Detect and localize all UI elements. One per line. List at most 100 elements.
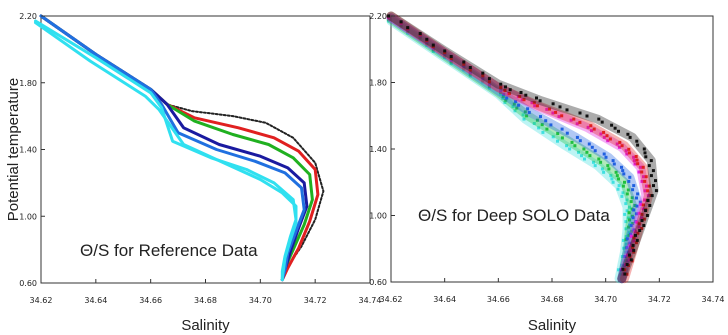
- data-point: [387, 16, 391, 20]
- data-point: [551, 102, 555, 106]
- data-point: [640, 219, 644, 222]
- data-point: [512, 102, 516, 106]
- x-tick-label: 34.62: [30, 296, 53, 305]
- data-point: [608, 137, 612, 141]
- data-point: [646, 189, 650, 193]
- data-point: [487, 77, 491, 81]
- data-point: [558, 105, 562, 109]
- panel-annotation: Θ/S for Deep SOLO Data: [418, 206, 610, 225]
- data-point: [583, 157, 586, 161]
- data-point: [624, 235, 628, 239]
- data-point: [623, 180, 626, 184]
- data-point: [640, 212, 644, 216]
- data-point: [443, 51, 447, 55]
- data-point: [557, 115, 561, 119]
- data-point: [627, 231, 631, 235]
- data-point: [622, 172, 626, 176]
- data-point: [641, 207, 645, 211]
- data-point: [602, 130, 606, 134]
- data-point: [462, 60, 466, 64]
- data-point: [639, 165, 642, 169]
- data-point: [487, 84, 491, 88]
- data-point: [637, 211, 641, 215]
- data-point: [649, 159, 653, 163]
- data-point: [505, 96, 509, 100]
- data-point: [532, 122, 536, 125]
- data-point: [635, 238, 639, 242]
- data-point: [647, 184, 651, 188]
- data-point: [632, 228, 636, 232]
- data-point: [610, 177, 614, 181]
- data-point: [449, 55, 453, 58]
- data-point: [554, 110, 558, 114]
- data-point: [582, 147, 586, 151]
- data-point: [524, 93, 528, 97]
- x-axis-title: Salinity: [181, 317, 230, 334]
- data-point: [597, 157, 601, 161]
- data-point: [642, 175, 645, 179]
- data-point: [443, 56, 447, 60]
- data-point: [620, 165, 623, 169]
- data-point: [631, 216, 635, 220]
- data-point: [481, 77, 485, 81]
- x-tick-label: 34.74: [359, 296, 382, 305]
- data-point: [532, 101, 536, 105]
- x-tick-label: 34.70: [249, 296, 272, 305]
- data-point: [627, 211, 631, 215]
- data-point: [504, 85, 507, 89]
- data-point: [629, 258, 633, 262]
- data-point: [560, 127, 564, 131]
- data-point: [549, 123, 553, 127]
- data-point: [635, 158, 639, 162]
- data-point: [609, 174, 613, 178]
- data-point: [637, 170, 641, 174]
- data-point: [590, 129, 593, 133]
- data-point: [632, 159, 636, 163]
- data-point: [634, 233, 637, 237]
- data-point: [623, 272, 627, 276]
- data-point: [548, 107, 551, 111]
- data-point: [643, 198, 647, 202]
- data-point: [652, 184, 655, 188]
- data-point: [418, 36, 422, 40]
- data-point: [638, 200, 642, 204]
- data-point: [499, 92, 503, 96]
- data-point: [620, 263, 624, 267]
- data-point: [487, 80, 491, 84]
- data-point: [468, 74, 472, 78]
- data-point: [631, 245, 635, 249]
- data-point: [518, 95, 522, 99]
- data-point: [643, 151, 647, 155]
- data-point: [634, 212, 638, 216]
- data-point: [628, 135, 632, 139]
- data-point: [462, 62, 466, 66]
- data-point: [617, 145, 621, 149]
- data-point: [611, 159, 615, 163]
- data-point: [520, 98, 524, 102]
- data-point: [612, 162, 616, 166]
- data-point: [624, 227, 628, 231]
- data-point: [604, 155, 608, 159]
- data-point: [654, 189, 658, 193]
- deep-solo-data-chart: 34.62 34.64 34.66 34.68 34.70 34.72 34.74 0.60 1…: [369, 11, 724, 334]
- data-point: [499, 86, 503, 89]
- data-point: [406, 30, 410, 33]
- data-point: [627, 179, 631, 183]
- data-point: [511, 105, 515, 109]
- data-point: [449, 56, 453, 60]
- data-point: [628, 244, 632, 248]
- data-point: [633, 230, 637, 234]
- data-point: [503, 89, 507, 92]
- data-point: [648, 204, 652, 207]
- data-point: [544, 119, 548, 123]
- data-point: [535, 104, 539, 108]
- data-point: [616, 187, 620, 191]
- y-axis-title: Potential temperature: [5, 78, 22, 221]
- data-point: [551, 135, 555, 139]
- data-point: [629, 200, 633, 204]
- data-point: [526, 107, 530, 111]
- data-point: [623, 212, 627, 216]
- data-point: [630, 207, 634, 211]
- data-point: [565, 131, 569, 135]
- data-point: [538, 99, 542, 103]
